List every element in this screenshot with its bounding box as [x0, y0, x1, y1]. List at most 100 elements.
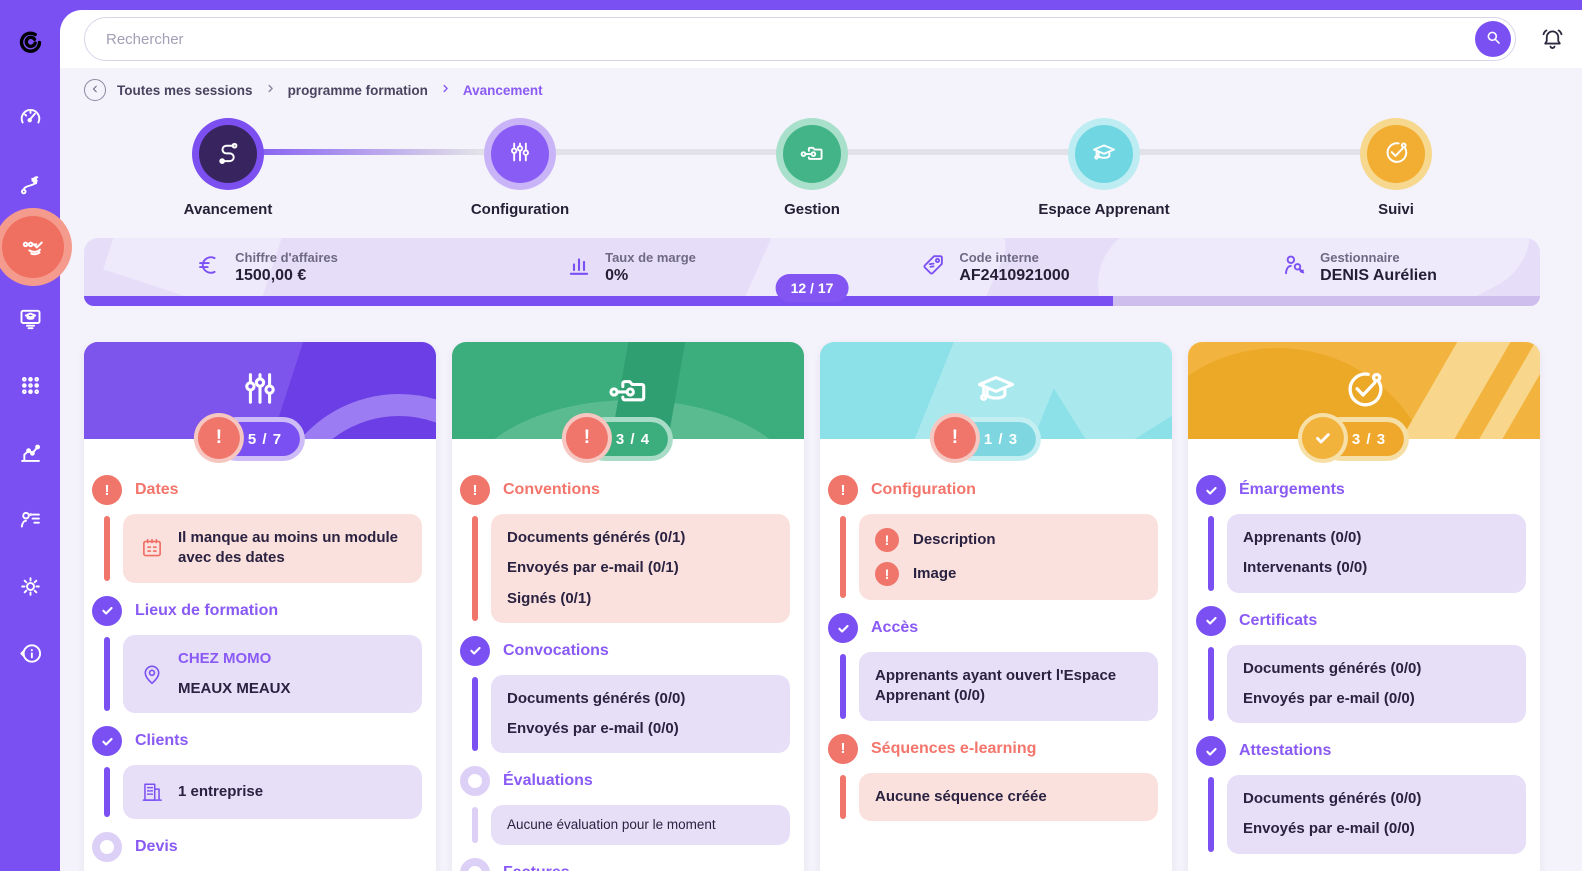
search-button[interactable]: [1475, 21, 1511, 57]
step-configuration[interactable]: Configuration: [410, 118, 630, 218]
main-content: Toutes mes sessions programme formation …: [60, 10, 1582, 871]
section-title: Configuration: [871, 481, 976, 498]
location-icon: [139, 661, 165, 687]
section-header-devis[interactable]: Devis: [92, 832, 422, 862]
folder-icon: [798, 138, 826, 171]
card-body: ! Conventions Documents générés (0/1): [452, 439, 804, 871]
section-header-clients[interactable]: Clients: [92, 726, 422, 756]
section-header-lieux-de-formation[interactable]: Lieux de formation: [92, 595, 422, 626]
box-line: Envoyés par e-mail (0/1): [507, 558, 685, 578]
progress-count-badge: 12 / 17: [775, 274, 849, 302]
sidebar-item-help[interactable]: [0, 620, 60, 687]
section-bar: [104, 767, 110, 817]
gear-icon: [17, 573, 44, 600]
search-input[interactable]: [84, 17, 1516, 61]
step-suivi[interactable]: Suivi: [1286, 118, 1506, 218]
alert-icon: !: [565, 417, 608, 459]
check-circle-icon: [1382, 138, 1410, 171]
sidebar-item-route-euro[interactable]: [0, 151, 60, 218]
section-header-factures[interactable]: Factures: [460, 858, 790, 871]
card-progress-label: 1 / 3: [983, 430, 1019, 448]
section-bar: [104, 636, 110, 711]
card-header-gestion: [452, 342, 804, 439]
section-box-evaluations[interactable]: Aucune évaluation pour le moment: [491, 805, 790, 846]
section-convocations: Convocations Documents générés (0/0): [460, 635, 790, 754]
section-box-certificats[interactable]: Documents générés (0/0) Envoyés par e-ma…: [1227, 644, 1526, 723]
app-logo[interactable]: [0, 0, 60, 84]
section-header-dates[interactable]: ! Dates: [92, 475, 422, 505]
alert-icon: !: [933, 417, 976, 459]
sidebar-item-apps[interactable]: [0, 352, 60, 419]
empty-status-icon: [92, 832, 122, 862]
breadcrumb: Toutes mes sessions programme formation …: [84, 79, 543, 101]
box-line-text: Documents générés (0/0): [1243, 790, 1422, 807]
section-bar: [472, 807, 478, 844]
empty-status-icon: [460, 858, 490, 871]
section-box-lieux-de-formation[interactable]: CHEZ MOMO MEAUX MEAUX: [123, 634, 422, 713]
bell-icon: [1539, 29, 1566, 57]
graduation-icon: [973, 365, 1019, 416]
section-bar: [1208, 516, 1214, 591]
section-box-emargements[interactable]: Apprenants (0/0) Intervenants (0/0): [1227, 514, 1526, 593]
notifications-bell-icon[interactable]: [1539, 26, 1567, 54]
section-title: Convocations: [503, 641, 609, 659]
stat-chiffre-affaires: Chiffre d'affaires 1500,00 €: [84, 238, 448, 296]
section-header-certificats[interactable]: Certificats: [1196, 605, 1526, 636]
step-avancement[interactable]: Avancement: [118, 118, 338, 218]
sidebar-item-contacts[interactable]: [0, 486, 60, 553]
tag-icon: [918, 250, 948, 285]
section-header-attestations[interactable]: Attestations: [1196, 736, 1526, 766]
breadcrumb-back-button[interactable]: [84, 79, 106, 101]
step-label: Suivi: [1378, 201, 1414, 218]
section-title: Dates: [135, 481, 179, 498]
box-line-text: Documents générés (0/0): [1243, 659, 1422, 677]
section-configuration: ! Configuration ! Description: [828, 475, 1158, 600]
card-body: ! Dates Il manque au moins un module ave…: [84, 439, 436, 871]
box-line-text: Apprenants ayant ouvert l'Espace Apprena…: [875, 667, 1117, 705]
box-line-text: Envoyés par e-mail (0/0): [1243, 820, 1415, 838]
breadcrumb-current: Avancement: [462, 82, 543, 98]
section-title: Émargements: [1239, 481, 1345, 498]
stat-value: AF2410921000: [959, 266, 1070, 284]
card-progress-badge: ! 1 / 3: [933, 417, 1037, 459]
section-header-emargements[interactable]: Émargements: [1196, 475, 1526, 505]
calendar-icon: [139, 535, 165, 561]
section-header-conventions[interactable]: ! Conventions: [460, 475, 790, 505]
box-line: Aucune évaluation pour le moment: [507, 816, 716, 834]
section-box-convocations[interactable]: Documents générés (0/0) Envoyés par e-ma…: [491, 674, 790, 754]
section-emargements: Émargements Apprenants (0/0): [1196, 475, 1526, 593]
section-box-sequences-e-learning[interactable]: Aucune séquence créée: [859, 772, 1158, 821]
section-clients: Clients 1 entreprise: [92, 726, 422, 819]
building-icon: [139, 779, 165, 805]
contacts-icon: [17, 506, 44, 533]
section-header-evaluations[interactable]: Évaluations: [460, 766, 790, 797]
section-box-configuration[interactable]: ! Description ! Image: [859, 514, 1158, 600]
section-header-configuration[interactable]: ! Configuration: [828, 475, 1158, 505]
section-header-sequences-e-learning[interactable]: ! Séquences e-learning: [828, 733, 1158, 764]
sidebar-item-elearning[interactable]: [0, 285, 60, 352]
breadcrumb-sessions[interactable]: Toutes mes sessions: [117, 82, 253, 98]
breadcrumb-programme[interactable]: programme formation: [287, 82, 428, 98]
sidebar-item-gear[interactable]: [0, 553, 60, 620]
section-bar: [472, 676, 478, 752]
box-line-text: Aucune séquence créée: [875, 787, 1047, 805]
section-box-dates[interactable]: Il manque au moins un module avec des da…: [123, 514, 422, 583]
section-header-convocations[interactable]: Convocations: [460, 635, 790, 666]
sidebar-item-gauge[interactable]: [0, 84, 60, 151]
sidebar: [0, 0, 72, 871]
step-gestion[interactable]: Gestion: [702, 118, 922, 218]
step-espace-apprenant[interactable]: Espace Apprenant: [994, 118, 1214, 218]
box-line-text: Il manque au moins un module avec des da…: [178, 529, 399, 567]
section-box-attestations[interactable]: Documents générés (0/0) Envoyés par e-ma…: [1227, 775, 1526, 854]
graduation-cap-icon: [1090, 138, 1118, 171]
sidebar-item-sessions-active[interactable]: [0, 208, 72, 286]
section-lieux-de-formation: Lieux de formation CHEZ MOMO: [92, 595, 422, 713]
section-box-conventions[interactable]: Documents générés (0/1) Envoyés par e-ma…: [491, 514, 790, 623]
box-line: 1 entreprise: [178, 782, 263, 802]
section-box-clients[interactable]: 1 entreprise: [123, 765, 422, 819]
section-box-acces[interactable]: Apprenants ayant ouvert l'Espace Apprena…: [859, 652, 1158, 721]
section-title: Certificats: [1239, 611, 1318, 629]
section-header-acces[interactable]: Accès: [828, 613, 1158, 643]
section-conventions: ! Conventions Documents générés (0/1): [460, 475, 790, 623]
sidebar-item-analytics[interactable]: [0, 419, 60, 486]
